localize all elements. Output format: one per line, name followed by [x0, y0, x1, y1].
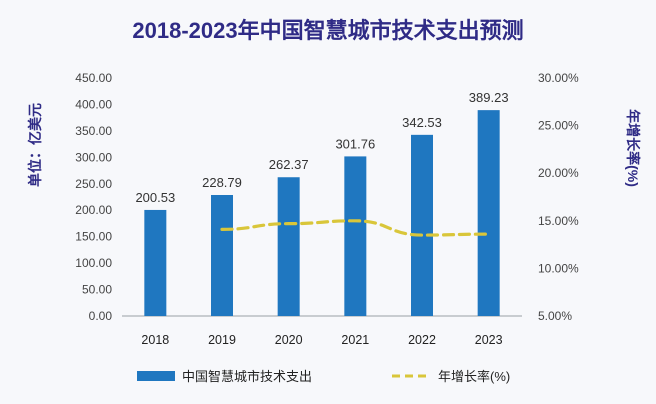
bar [277, 177, 300, 316]
y-tick-label-left: 150.00 [75, 230, 112, 244]
bar [411, 134, 433, 316]
x-tick-label: 2022 [408, 333, 436, 347]
y-tick-label-right: 15.00% [538, 214, 579, 228]
y-tick-label-left: 300.00 [75, 150, 112, 164]
y-tick-label-left: 100.00 [75, 256, 112, 270]
bar [477, 110, 500, 316]
y-tick-label-left: 400.00 [75, 97, 112, 111]
y-tick-label-right: 30.00% [538, 71, 579, 85]
bar-data-label: 228.79 [202, 175, 242, 190]
axes: 0.00 50.00 100.00 150.00 200.00 250.00 300.00 3… [75, 71, 579, 347]
y-tick-label-left: 450.00 [75, 71, 112, 85]
legend-bar-swatch [137, 371, 175, 381]
growth-line [220, 219, 491, 237]
y-tick-label-right: 20.00% [538, 166, 579, 180]
y-tick-label-left: 200.00 [75, 203, 112, 217]
growth-rate-line [220, 219, 491, 237]
legend-line-label: 年增长率(%) [438, 369, 510, 384]
bar-data-label: 301.76 [335, 136, 375, 151]
y-tick-label-right: 25.00% [538, 119, 579, 133]
x-tick-label: 2019 [208, 333, 236, 347]
data-labels: 200.53 228.79 262.37 301.76 342.53 389.23 [135, 90, 508, 205]
bar [344, 156, 367, 316]
bar-data-label: 200.53 [135, 190, 175, 205]
y-tick-label-left: 350.00 [75, 124, 112, 138]
x-tick-label: 2023 [475, 333, 503, 347]
x-tick-label: 2018 [141, 333, 169, 347]
x-tick-label: 2021 [341, 333, 369, 347]
legend-bar-label: 中国智慧城市技术支出 [182, 369, 312, 384]
x-tick-label: 2020 [275, 333, 303, 347]
bar-data-label: 342.53 [402, 115, 442, 130]
bars [144, 110, 500, 316]
legend: 中国智慧城市技术支出 年增长率(%) [137, 369, 510, 384]
y-tick-label-left: 0.00 [89, 309, 113, 323]
chart-title: 2018-2023年中国智慧城市技术支出预测 [132, 18, 523, 43]
y-axis-title-right: 年增长率(%) [625, 109, 641, 187]
y-tick-label-right: 10.00% [538, 261, 579, 275]
bar [144, 209, 167, 316]
y-axis-title-left: 单位：亿美元 [27, 103, 43, 187]
y-tick-label-left: 50.00 [82, 283, 112, 297]
y-tick-label-right: 5.00% [538, 309, 572, 323]
bar-data-label: 262.37 [269, 157, 309, 172]
bar [211, 194, 233, 316]
y-tick-label-left: 250.00 [75, 177, 112, 191]
bar-data-label: 389.23 [469, 90, 509, 105]
